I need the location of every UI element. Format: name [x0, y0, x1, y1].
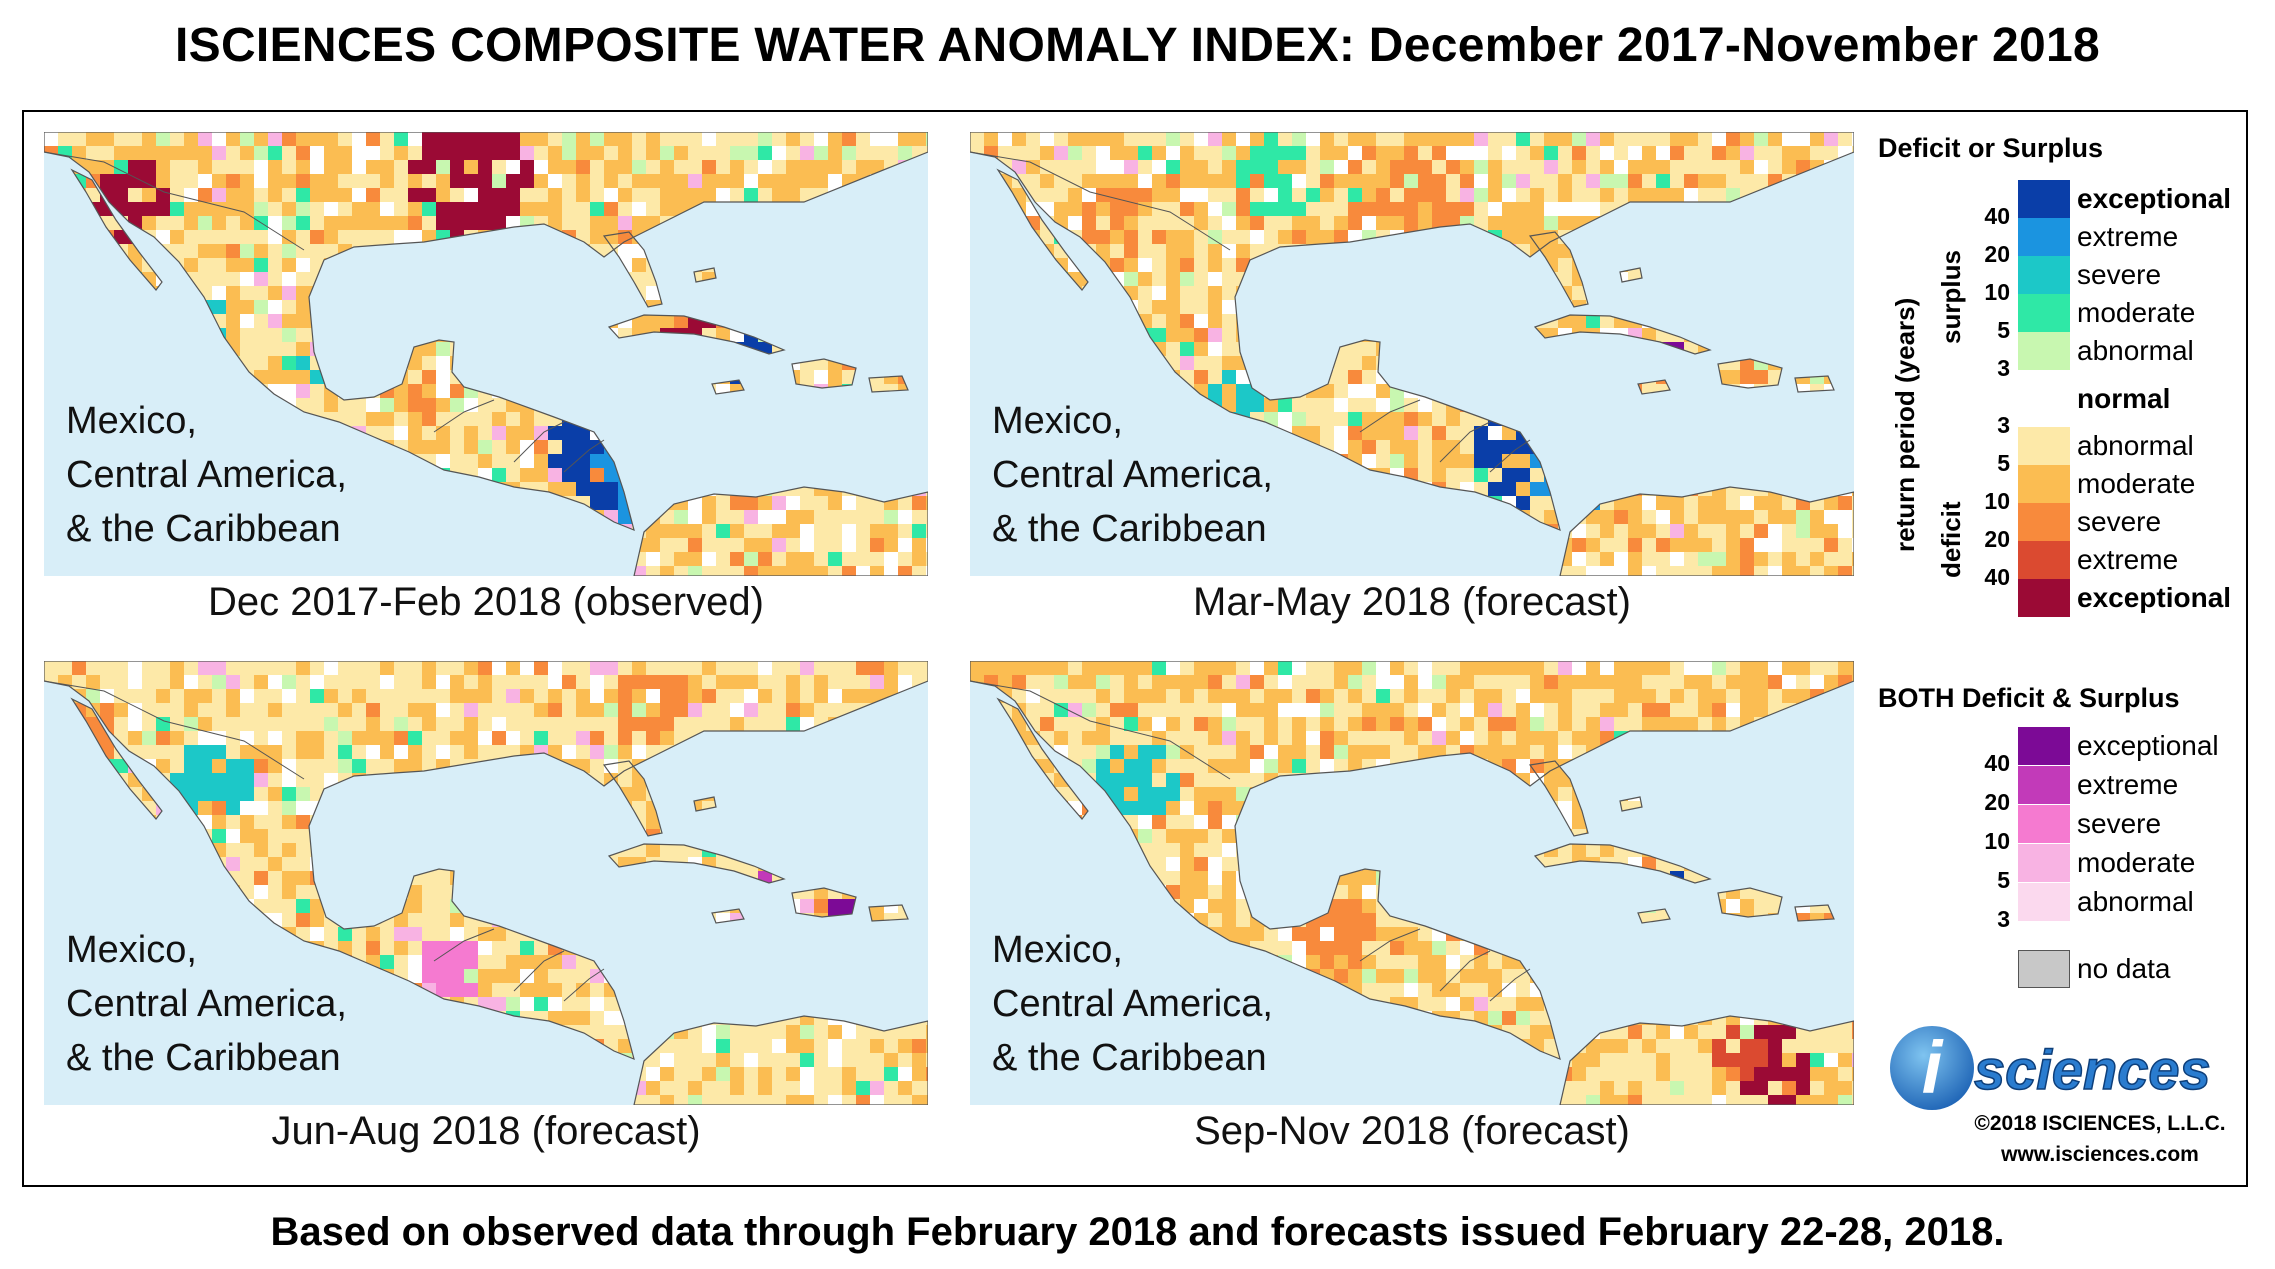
legend-both-swatch: [2018, 805, 2070, 843]
coastlines: [970, 132, 1854, 576]
legend-label: exceptional: [2077, 582, 2232, 613]
legend-tick: 40: [1984, 564, 2010, 590]
panel-caption-dec-feb: Dec 2017-Feb 2018 (observed): [208, 580, 764, 624]
legend-swatch: [2018, 541, 2070, 579]
legend-title: Deficit or Surplus: [1878, 133, 2104, 163]
legend-swatch: [2018, 579, 2070, 617]
legend-label: abnormal: [2077, 335, 2194, 366]
legend-deficit-label: deficit: [1936, 501, 1966, 578]
legend-label: extreme: [2077, 544, 2179, 575]
legend-both-swatch: [2018, 766, 2070, 804]
legend-tick: 10: [1984, 279, 2010, 305]
legend-label: exceptional: [2077, 183, 2232, 214]
anomaly-map: [44, 661, 928, 1105]
legend-both-label: abnormal: [2077, 886, 2194, 917]
coastlines: [970, 661, 1854, 1105]
legend-surplus-label: surplus: [1936, 250, 1966, 344]
legend-label: moderate: [2077, 468, 2196, 499]
legend-both-title: BOTH Deficit & Surplus: [1878, 683, 2180, 713]
legend-label: severe: [2077, 506, 2162, 537]
legend-tick: 5: [1997, 450, 2010, 476]
legend-swatch: [2018, 465, 2070, 503]
legend-both-label: moderate: [2077, 847, 2196, 878]
panel-caption-mar-may: Mar-May 2018 (forecast): [1193, 580, 1631, 624]
map-panel-mar-may: Mexico, Central America, & the Caribbean: [970, 132, 1854, 576]
legend-swatch: [2018, 218, 2070, 256]
legend-tick: 3: [1997, 906, 2010, 932]
legend-tick: 20: [1984, 526, 2010, 552]
legend-tick: 40: [1984, 750, 2010, 776]
panel-caption-jun-aug: Jun-Aug 2018 (forecast): [271, 1109, 701, 1153]
website-link[interactable]: www.isciences.com: [2001, 1143, 2199, 1166]
figure-frame: [22, 110, 2248, 1187]
legend-swatch: [2018, 332, 2070, 370]
legend-tick: 20: [1984, 241, 2010, 267]
region-label: Mexico, Central America, & the Caribbean: [66, 929, 347, 1079]
legend-tick: 3: [1997, 355, 2010, 381]
legend-both-label: exceptional: [2077, 730, 2219, 761]
legend-label: normal: [2077, 382, 2171, 414]
legend-label: extreme: [2077, 221, 2179, 252]
legend-swatch: [2018, 180, 2070, 218]
isciences-logo: i sciences: [1890, 1026, 2211, 1110]
legend-both-swatch: [2018, 727, 2070, 765]
copyright: ©2018 ISCIENCES, L.L.C.: [1974, 1112, 2226, 1135]
legend-label-no-data: no data: [2077, 953, 2171, 984]
panel-caption-sep-nov: Sep-Nov 2018 (forecast): [1194, 1109, 1630, 1153]
legend-axis-label: return period (years): [1890, 297, 1920, 552]
legend-tick: 10: [1984, 828, 2010, 854]
legend-label: severe: [2077, 259, 2162, 290]
map-panel-jun-aug: Mexico, Central America, & the Caribbean: [44, 661, 928, 1105]
legend-both-swatch: [2018, 844, 2070, 882]
legend-both-label: severe: [2077, 808, 2162, 839]
legend-tick: 10: [1984, 488, 2010, 514]
legend-label: abnormal: [2077, 430, 2194, 461]
legend-tick: 3: [1997, 412, 2010, 438]
legend-tick: 40: [1984, 203, 2010, 229]
coastlines: [44, 132, 928, 576]
map-panel-dec-feb: Mexico, Central America, & the Caribbean: [44, 132, 928, 576]
map-panel-sep-nov: Mexico, Central America, & the Caribbean: [970, 661, 1854, 1105]
legend-tick: 5: [1997, 867, 2010, 893]
legend-tick: 20: [1984, 789, 2010, 815]
footer-note: Based on observed data through February …: [270, 1210, 2005, 1254]
legend-both-label: extreme: [2077, 769, 2179, 800]
anomaly-map: [44, 132, 928, 576]
legend-both-swatch: [2018, 883, 2070, 921]
logo-circle-icon: [1890, 1026, 1974, 1110]
map-title: ISCIENCES COMPOSITE WATER ANOMALY INDEX:…: [175, 19, 2100, 72]
anomaly-map: [970, 661, 1854, 1105]
anomaly-map: [970, 132, 1854, 576]
legend-tick: 5: [1997, 317, 2010, 343]
region-label: Mexico, Central America, & the Caribbean: [66, 400, 347, 550]
legend-swatch: [2018, 370, 2070, 427]
legend-swatch: [2018, 256, 2070, 294]
legend-swatch: [2018, 294, 2070, 332]
coastlines: [44, 661, 928, 1105]
legend-swatch: [2018, 427, 2070, 465]
legend-swatch: [2018, 503, 2070, 541]
region-label: Mexico, Central America, & the Caribbean: [992, 400, 1273, 550]
region-label: Mexico, Central America, & the Caribbean: [992, 929, 1273, 1079]
legend-label: moderate: [2077, 297, 2196, 328]
legend-swatch-no-data: [2018, 950, 2070, 988]
